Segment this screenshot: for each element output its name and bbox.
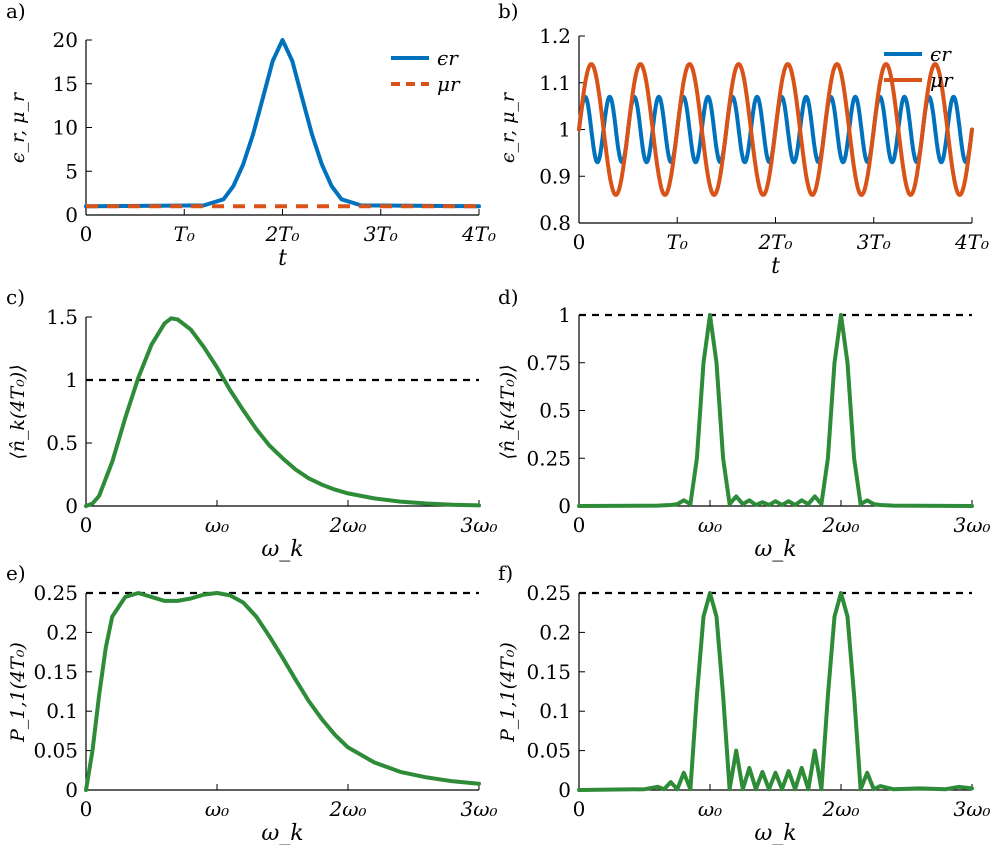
y-tick-label-e: 0.2	[46, 620, 78, 644]
series-d-0	[577, 313, 974, 508]
x-tick-label-e: 2ω₀	[328, 797, 366, 821]
x-tick-label-b: 0	[573, 230, 586, 254]
x-axis-label-d: ω_k	[754, 537, 796, 562]
panel-label-e: e)	[6, 561, 26, 585]
x-tick-label-a: T₀	[174, 222, 195, 246]
x-tick-label-b: 2T₀	[757, 230, 792, 254]
panel-label-b: b)	[498, 0, 519, 23]
panel-c: c) 0 ω₀ 2ω₀ 3ω₀ 0 0.5 1 1.5 ω_k ⟨n̂_k(4T₀)⟩	[6, 285, 498, 562]
x-axis-label-e: ω_k	[261, 821, 303, 845]
x-tick-label-e: 0	[80, 797, 93, 821]
x-tick-label-f: ω₀	[698, 797, 722, 821]
x-tick-label-a: 2T₀	[264, 222, 299, 246]
y-tick-label-d: 0.75	[526, 351, 571, 375]
y-tick-label-e: 0.25	[33, 581, 78, 605]
x-tick-label-d: 3ω₀	[953, 513, 990, 537]
x-axis-label-f: ω_k	[754, 821, 796, 845]
y-tick-label-b: 0.8	[539, 211, 571, 235]
series-e-0	[84, 591, 481, 792]
series-b-1	[577, 62, 974, 197]
y-tick-label-f: 0.25	[526, 581, 571, 605]
x-tick-label-b: T₀	[667, 230, 688, 254]
panel-e: e) 0 ω₀ 2ω₀ 3ω₀ 0 0.05 0.1 0.15 0.2 0.25 ω_k P_1,1(4…	[6, 561, 498, 845]
y-tick-label-a: 20	[53, 28, 78, 52]
y-tick-label-c: 1.5	[46, 305, 78, 329]
panel-label-f: f)	[498, 561, 513, 585]
y-tick-label-a: 5	[65, 159, 78, 183]
x-tick-label-b: 4T₀	[954, 230, 989, 254]
y-tick-label-b: 1.2	[539, 24, 571, 48]
x-tick-label-c: ω₀	[205, 513, 229, 537]
y-axis-label-a: ϵ_r, μ_r	[7, 91, 29, 163]
y-tick-label-f: 0.05	[526, 739, 571, 763]
x-tick-label-d: 0	[573, 513, 586, 537]
y-tick-label-b: 0.9	[539, 164, 571, 188]
series-c-0	[84, 316, 481, 508]
y-tick-label-c: 0.5	[46, 431, 78, 455]
x-tick-label-c: 2ω₀	[328, 513, 366, 537]
legend-label-b-0: ϵr	[930, 42, 952, 66]
y-tick-label-b: 1	[558, 118, 571, 142]
y-tick-label-b: 1.1	[539, 71, 571, 95]
panel-f: f) 0 ω₀ 2ω₀ 3ω₀ 0 0.05 0.1 0.15 0.2 0.25 ω_k P_1,1(4…	[497, 561, 991, 845]
x-tick-label-f: 0	[573, 797, 586, 821]
x-axis-label-c: ω_k	[261, 537, 303, 562]
y-tick-label-f: 0.1	[539, 699, 571, 723]
x-tick-label-c: 0	[80, 513, 93, 537]
y-axis-label-c: ⟨n̂_k(4T₀)⟩	[7, 364, 29, 459]
y-tick-label-e: 0.1	[46, 699, 78, 723]
y-tick-label-e: 0	[65, 778, 78, 802]
x-tick-label-f: 3ω₀	[953, 797, 990, 821]
x-tick-label-a: 4T₀	[461, 222, 496, 246]
y-axis-label-e: P_1,1(4T₀)	[7, 642, 29, 743]
x-tick-label-b: 3T₀	[857, 230, 891, 254]
panel-label-a: a)	[6, 0, 26, 23]
y-tick-label-d: 0.25	[526, 446, 571, 470]
y-tick-label-e: 0.05	[33, 739, 78, 763]
y-tick-label-d: 0	[558, 494, 571, 518]
panel-label-c: c)	[6, 285, 25, 309]
x-tick-label-a: 0	[80, 222, 93, 246]
y-tick-label-e: 0.15	[33, 660, 78, 684]
x-tick-label-c: 3ω₀	[460, 513, 497, 537]
y-tick-label-a: 0	[65, 203, 78, 227]
legend-label-a-0: ϵr	[437, 46, 459, 70]
legend-label-a-1: μr	[437, 72, 461, 96]
y-axis-label-f: P_1,1(4T₀)	[497, 642, 519, 743]
y-tick-label-f: 0.15	[526, 660, 571, 684]
x-tick-label-e: 3ω₀	[460, 797, 497, 821]
y-axis-label-d: ⟨n̂_k(4T₀)⟩	[497, 364, 519, 459]
panel-d: d) 0 ω₀ 2ω₀ 3ω₀ 0 0.25 0.5 0.75 1 ω_k ⟨n̂_k(4T₀)⟩	[497, 285, 991, 562]
y-tick-label-f: 0	[558, 778, 571, 802]
y-tick-label-c: 1	[65, 368, 78, 392]
x-tick-label-d: ω₀	[698, 513, 722, 537]
x-axis-label-b: t	[771, 254, 780, 279]
x-tick-label-a: 3T₀	[364, 222, 398, 246]
y-tick-label-d: 0.5	[539, 399, 571, 423]
y-tick-label-f: 0.2	[539, 620, 571, 644]
series-a-0	[84, 38, 481, 209]
x-tick-label-f: 2ω₀	[821, 797, 859, 821]
x-axis-label-a: t	[278, 246, 287, 271]
y-tick-label-a: 15	[53, 72, 78, 96]
x-tick-label-d: 2ω₀	[821, 513, 859, 537]
panel-label-d: d)	[498, 285, 519, 309]
legend-label-b-1: μr	[930, 68, 954, 92]
y-tick-label-a: 10	[53, 116, 78, 140]
y-axis-label-b: ϵ_r, μ_r	[497, 91, 519, 163]
y-tick-label-c: 0	[65, 494, 78, 518]
series-f-0	[577, 591, 974, 792]
x-tick-label-e: ω₀	[205, 797, 229, 821]
y-tick-label-d: 1	[558, 303, 571, 327]
